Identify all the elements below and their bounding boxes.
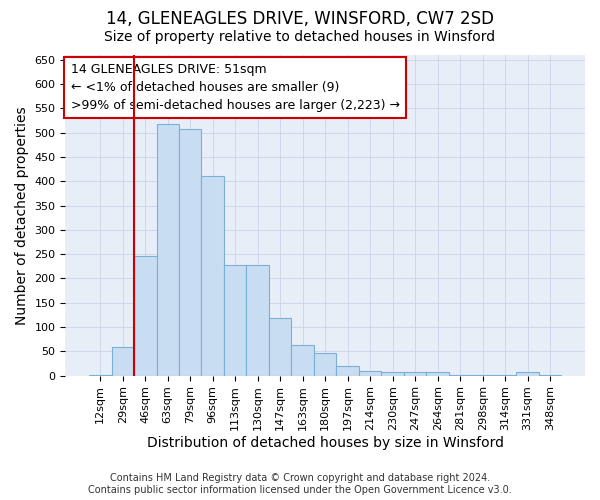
Bar [517,372,539,376]
X-axis label: Distribution of detached houses by size in Winsford: Distribution of detached houses by size … [147,436,504,450]
Bar [359,370,382,376]
Bar [427,372,449,376]
Bar [134,256,157,376]
Bar [202,176,224,376]
Bar [89,374,112,376]
Bar [404,372,427,376]
Bar [382,372,404,376]
Bar [494,374,517,376]
Text: Size of property relative to detached houses in Winsford: Size of property relative to detached ho… [104,30,496,44]
Bar [539,374,562,376]
Bar [337,366,359,376]
Bar [472,374,494,376]
Bar [449,374,472,376]
Text: 14 GLENEAGLES DRIVE: 51sqm
← <1% of detached houses are smaller (9)
>99% of semi: 14 GLENEAGLES DRIVE: 51sqm ← <1% of deta… [71,63,400,112]
Bar [179,130,202,376]
Bar [224,265,247,376]
Text: 14, GLENEAGLES DRIVE, WINSFORD, CW7 2SD: 14, GLENEAGLES DRIVE, WINSFORD, CW7 2SD [106,10,494,28]
Y-axis label: Number of detached properties: Number of detached properties [15,106,29,324]
Bar [112,348,134,376]
Bar [314,354,337,376]
Bar [292,346,314,376]
Bar [247,265,269,376]
Text: Contains HM Land Registry data © Crown copyright and database right 2024.
Contai: Contains HM Land Registry data © Crown c… [88,474,512,495]
Bar [269,318,292,376]
Bar [157,124,179,376]
